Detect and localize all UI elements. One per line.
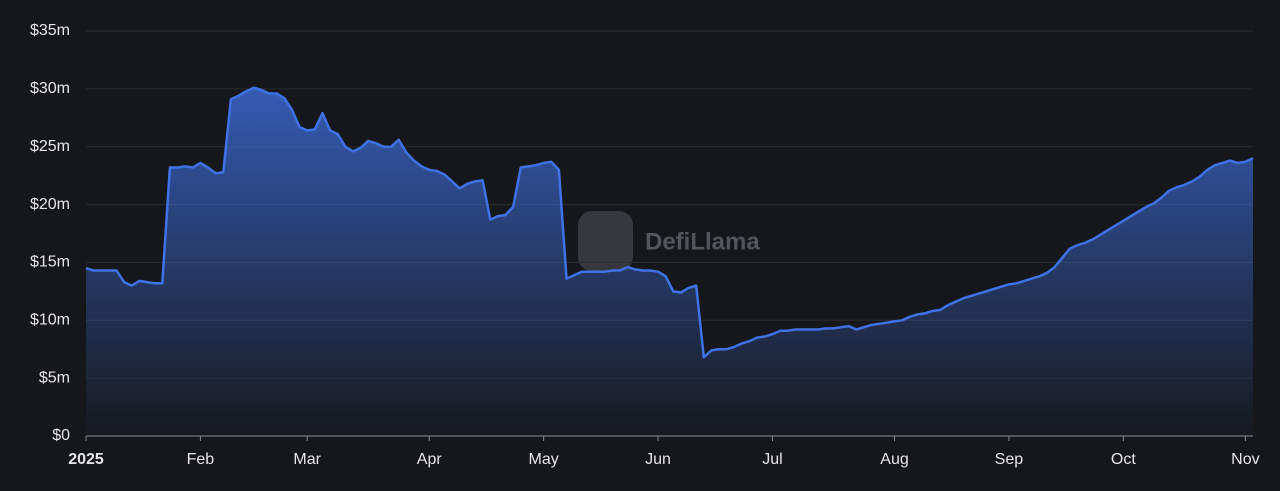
x-tick-label: Aug: [880, 451, 908, 468]
x-tick-label: Nov: [1231, 451, 1259, 468]
y-tick-label: $20m: [30, 196, 70, 213]
area-fill: [86, 87, 1253, 436]
x-tick-label: Mar: [293, 451, 321, 468]
watermark: DefiLlama: [578, 211, 760, 271]
x-tick-label: Jul: [762, 451, 782, 468]
y-tick-label: $35m: [30, 22, 70, 39]
y-tick-label: $25m: [30, 138, 70, 155]
y-tick-label: $0: [52, 427, 70, 444]
x-tick-label: Oct: [1111, 451, 1136, 468]
x-tick-label: Feb: [187, 451, 215, 468]
y-tick-label: $5m: [39, 369, 70, 386]
watermark-logo: [578, 211, 633, 271]
y-tick-label: $15m: [30, 254, 70, 271]
y-tick-label: $10m: [30, 312, 70, 329]
watermark-text: DefiLlama: [645, 228, 760, 255]
x-tick-label: 2025: [68, 451, 104, 468]
x-tick-label: Jun: [645, 451, 671, 468]
x-tick-label: May: [529, 451, 559, 468]
x-tick-label: Sep: [995, 451, 1024, 468]
y-tick-label: $30m: [30, 80, 70, 97]
x-tick-label: Apr: [417, 451, 443, 468]
line: [85, 86, 1254, 359]
